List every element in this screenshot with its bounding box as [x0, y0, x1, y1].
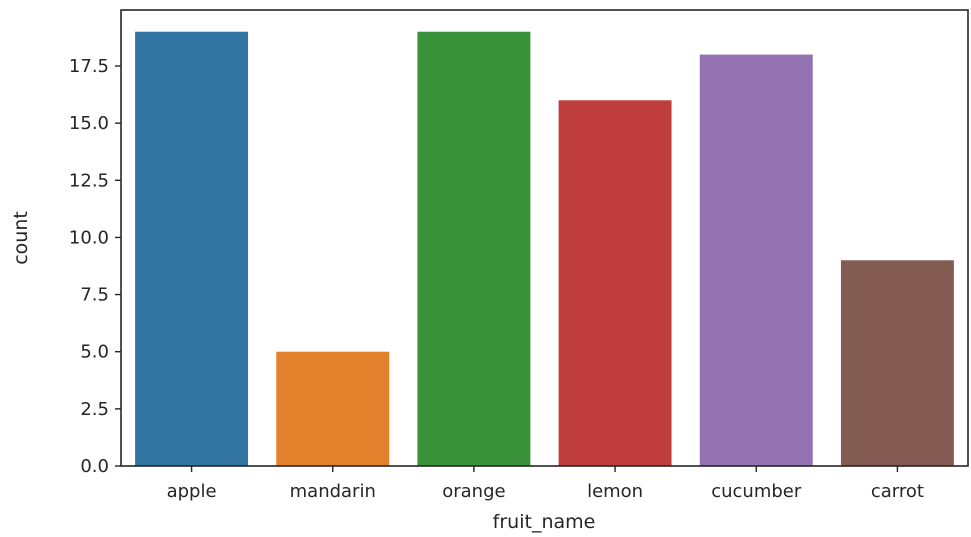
y-tick-label: 12.5 — [69, 170, 109, 191]
y-tick-label: 0.0 — [80, 456, 109, 477]
bar-carrot — [840, 260, 954, 466]
y-tick-label: 7.5 — [80, 285, 109, 306]
bar-orange — [417, 31, 531, 467]
y-tick-label: 15.0 — [69, 113, 109, 134]
y-axis-title: count — [10, 211, 32, 265]
x-axis-title: fruit_name — [493, 511, 596, 533]
x-tick-label-mandarin: mandarin — [290, 481, 376, 502]
y-axis-ticks: 0.0 2.5 5.0 7.5 10.0 12.5 15.0 17.5 — [69, 56, 121, 477]
bar-mandarin — [276, 351, 390, 466]
x-tick-label-apple: apple — [167, 481, 217, 502]
x-tick-label-orange: orange — [442, 481, 505, 502]
x-tick-label-lemon: lemon — [587, 481, 643, 502]
x-tick-label-carrot: carrot — [871, 481, 924, 502]
bar-apple — [135, 31, 249, 467]
x-axis-ticks: apple mandarin orange lemon cucumber carrot — [167, 466, 924, 502]
bars-group — [135, 31, 954, 467]
y-tick-label: 2.5 — [80, 399, 109, 420]
bar-cucumber — [699, 54, 813, 466]
x-tick-label-cucumber: cucumber — [711, 481, 802, 502]
bar-lemon — [558, 100, 672, 466]
y-tick-label: 5.0 — [80, 342, 109, 363]
y-tick-label: 10.0 — [69, 227, 109, 248]
y-tick-label: 17.5 — [69, 56, 109, 77]
